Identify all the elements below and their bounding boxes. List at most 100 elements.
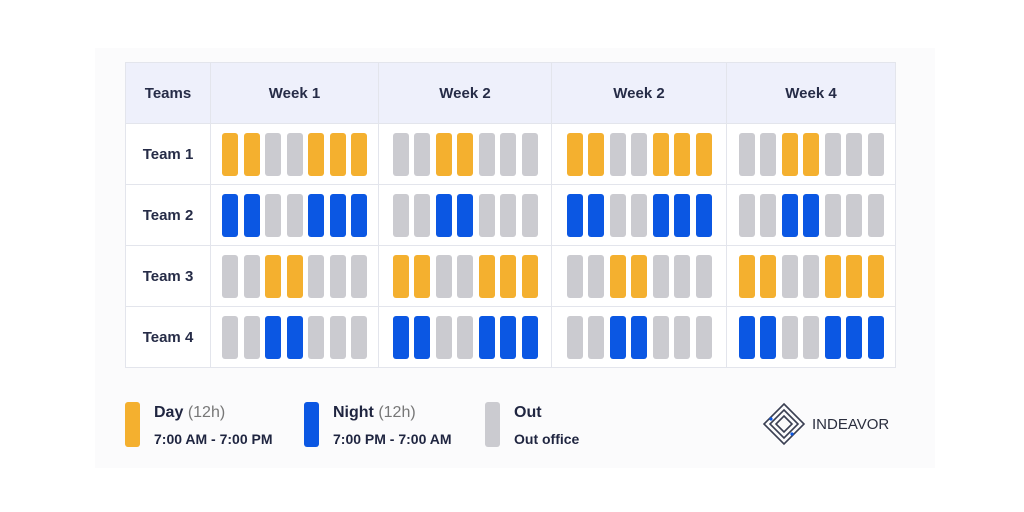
night-shift-bar: [803, 193, 819, 237]
out-bar: [760, 193, 776, 237]
out-bar: [286, 193, 303, 237]
day-shift-bar: [435, 132, 452, 176]
night-shift-bar: [781, 193, 798, 237]
night-shift-bar: [824, 315, 841, 359]
out-bar: [652, 315, 669, 359]
out-bar: [867, 132, 884, 176]
out-bar: [457, 315, 473, 359]
day-shift-bar: [588, 132, 604, 176]
day-shift-bar: [867, 254, 884, 298]
out-bar: [674, 254, 690, 298]
week-cell: [551, 306, 727, 368]
night-shift-bar: [695, 193, 712, 237]
out-bar: [500, 193, 516, 237]
out-bar: [781, 315, 798, 359]
legend-night: Night (12h) 7:00 PM - 7:00 AM: [304, 402, 463, 447]
out-bar: [265, 132, 281, 176]
out-bar: [674, 315, 690, 359]
legend: Day (12h) 7:00 AM - 7:00 PM Night (12h) …: [125, 402, 601, 447]
out-bar: [478, 193, 495, 237]
day-shift-bar: [738, 254, 755, 298]
week-cell: [210, 306, 379, 368]
day-shift-bar: [286, 254, 303, 298]
out-bar: [803, 315, 819, 359]
out-bar: [566, 254, 583, 298]
day-shift-bar: [824, 254, 841, 298]
legend-detail: 7:00 PM - 7:00 AM: [333, 431, 452, 447]
out-bar: [652, 254, 669, 298]
night-shift-bar: [631, 315, 647, 359]
night-shift-bar: [457, 193, 473, 237]
day-shift-bar: [500, 254, 516, 298]
out-bar: [222, 254, 238, 298]
header-row: Teams Week 1 Week 2 Week 2 Week 4: [125, 62, 896, 124]
night-shift-bar: [500, 315, 516, 359]
out-bar: [609, 132, 626, 176]
team-row: Team 3: [125, 245, 896, 307]
week-cell: [210, 123, 379, 185]
week-cell: [210, 245, 379, 307]
out-bar: [588, 254, 604, 298]
day-shift-bar: [521, 254, 538, 298]
out-bar: [243, 254, 260, 298]
header-week: Week 1: [210, 62, 379, 124]
out-bar: [435, 315, 452, 359]
team-label: Team 2: [125, 184, 211, 246]
night-shift-bar: [521, 315, 538, 359]
out-swatch: [485, 402, 500, 447]
week-cell: [378, 245, 552, 307]
out-bar: [521, 193, 538, 237]
out-bar: [781, 254, 798, 298]
week-cell: [726, 123, 896, 185]
day-shift-bar: [308, 132, 324, 176]
legend-sub: (12h): [378, 404, 416, 421]
out-bar: [243, 315, 260, 359]
out-bar: [631, 132, 647, 176]
legend-day: Day (12h) 7:00 AM - 7:00 PM: [125, 402, 282, 447]
out-bar: [500, 132, 516, 176]
week-cell: [726, 184, 896, 246]
night-shift-bar: [392, 315, 409, 359]
header-teams: Teams: [125, 62, 211, 124]
out-bar: [351, 315, 367, 359]
week-cell: [551, 245, 727, 307]
out-bar: [588, 315, 604, 359]
week-cell: [378, 306, 552, 368]
out-bar: [414, 132, 430, 176]
day-shift-bar: [392, 254, 409, 298]
week-cell: [726, 306, 896, 368]
day-shift-bar: [566, 132, 583, 176]
out-bar: [329, 254, 346, 298]
day-shift-bar: [243, 132, 260, 176]
out-bar: [521, 132, 538, 176]
out-bar: [329, 315, 346, 359]
day-shift-bar: [846, 254, 862, 298]
week-cell: [551, 184, 727, 246]
night-shift-bar: [760, 315, 776, 359]
legend-detail: 7:00 AM - 7:00 PM: [154, 431, 273, 447]
out-bar: [695, 315, 712, 359]
night-shift-bar: [566, 193, 583, 237]
legend-title: Out: [514, 404, 542, 421]
day-swatch: [125, 402, 140, 447]
out-bar: [308, 254, 324, 298]
night-shift-bar: [738, 315, 755, 359]
out-bar: [824, 193, 841, 237]
day-shift-bar: [351, 132, 367, 176]
day-shift-bar: [674, 132, 690, 176]
out-bar: [803, 254, 819, 298]
team-label: Team 4: [125, 306, 211, 368]
out-bar: [631, 193, 647, 237]
header-week: Week 4: [726, 62, 896, 124]
day-shift-bar: [652, 132, 669, 176]
day-shift-bar: [329, 132, 346, 176]
night-shift-bar: [265, 315, 281, 359]
out-bar: [695, 254, 712, 298]
night-shift-bar: [846, 315, 862, 359]
night-shift-bar: [478, 315, 495, 359]
legend-title: Night: [333, 404, 374, 421]
header-week: Week 2: [551, 62, 727, 124]
week-cell: [551, 123, 727, 185]
out-bar: [738, 193, 755, 237]
team-row: Team 2: [125, 184, 896, 246]
